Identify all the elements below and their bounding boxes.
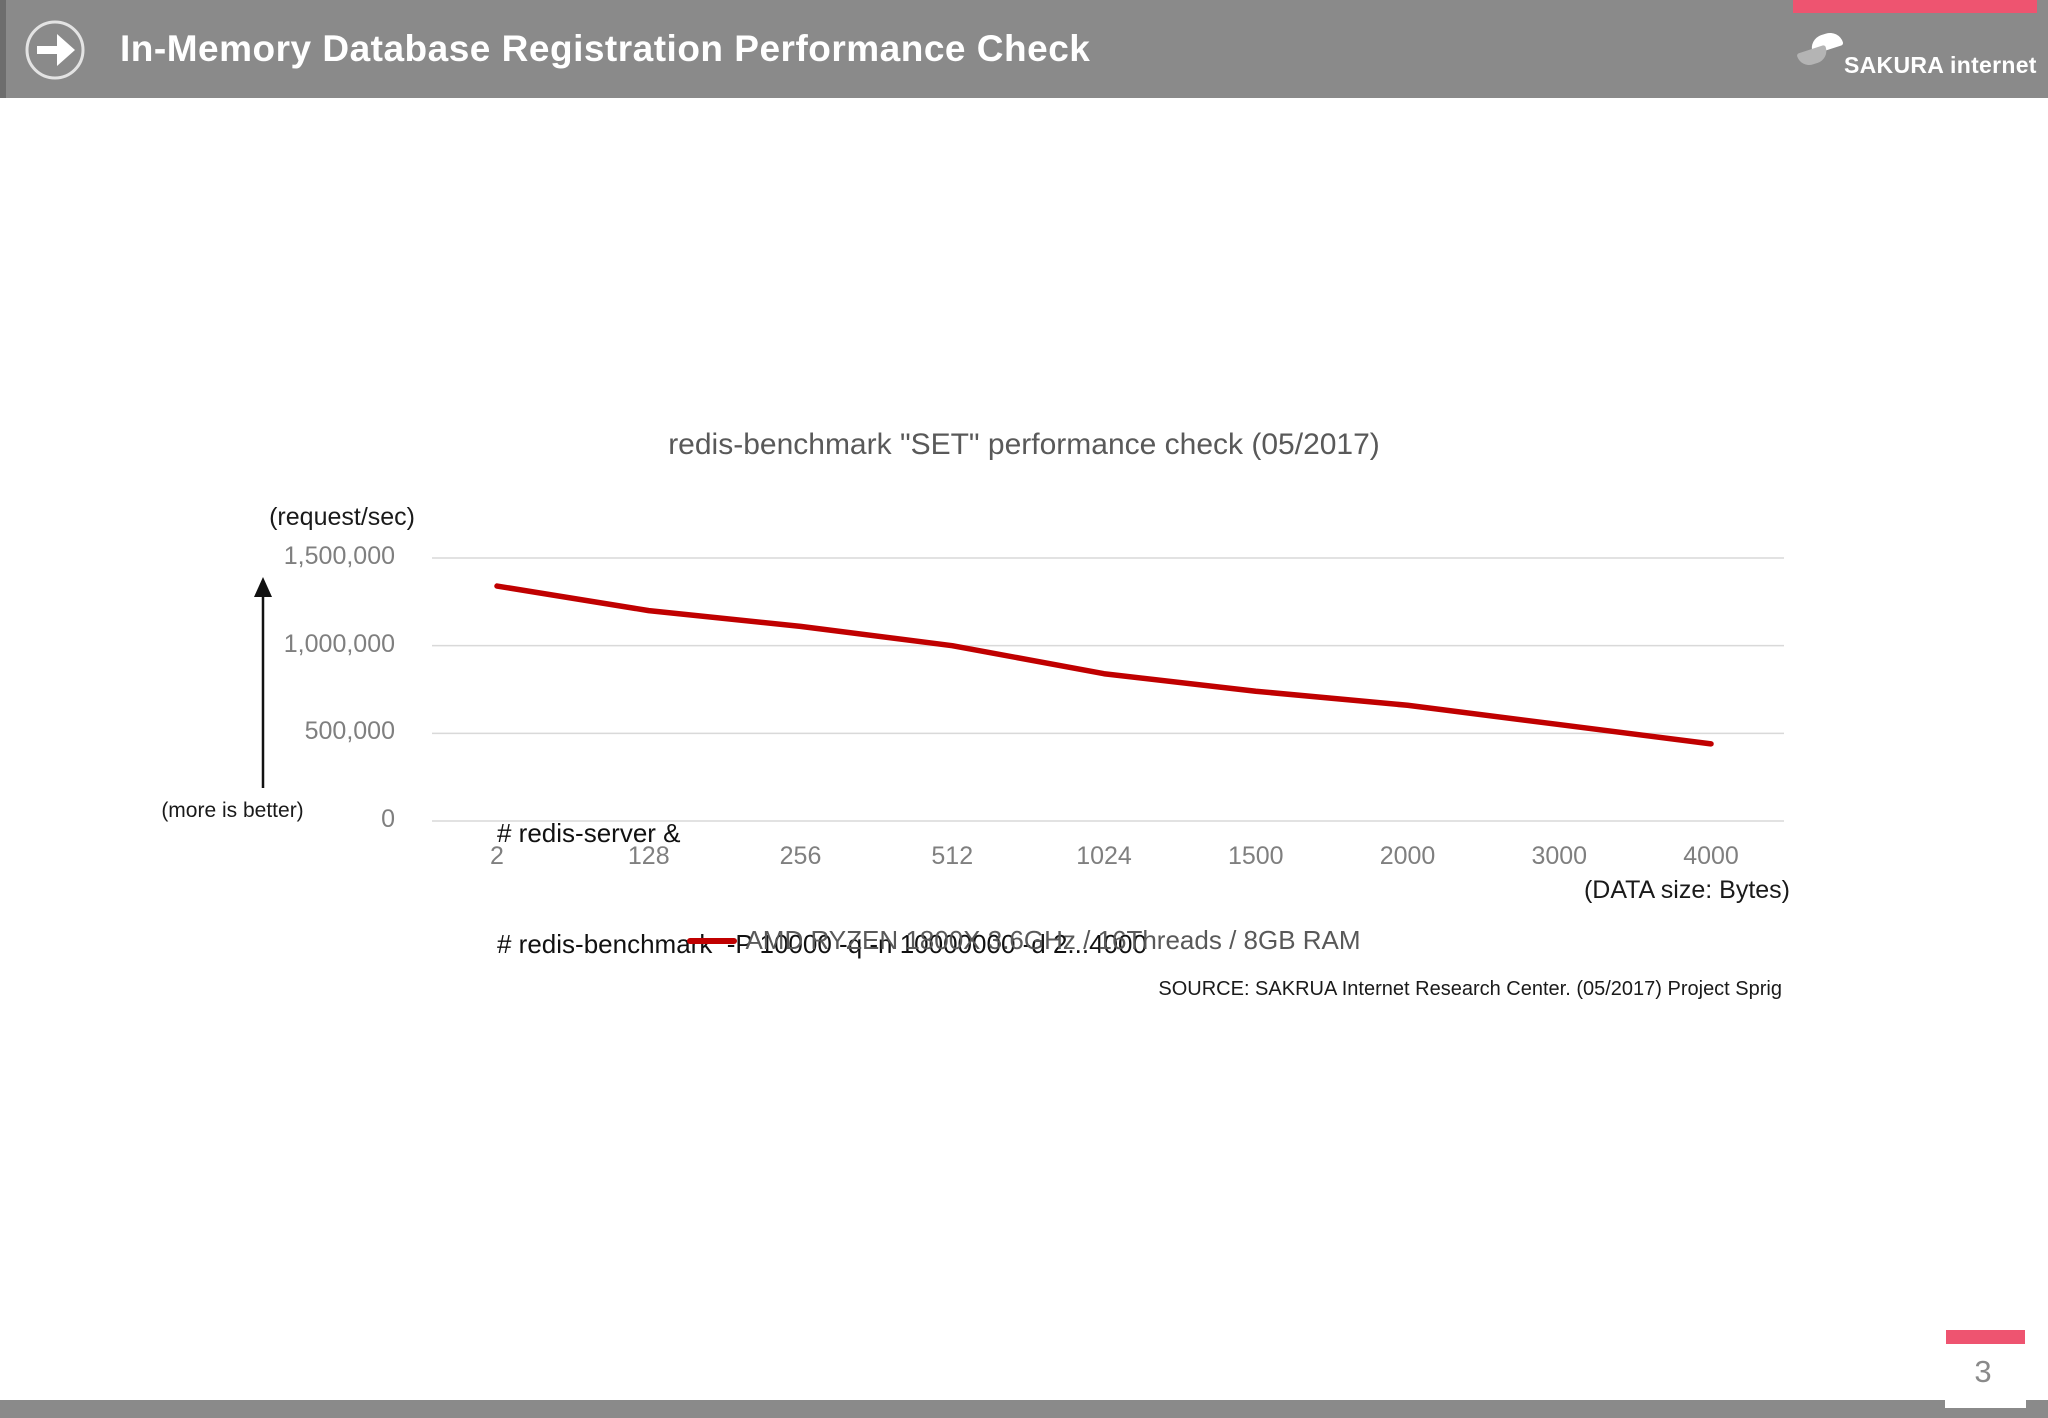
- source-citation: SOURCE: SAKRUA Internet Research Center.…: [1158, 978, 1782, 1000]
- y-tick-label: 500,000: [304, 717, 395, 746]
- benchmark-command-annotation: # redis-server & # redis-benchmark -P 10…: [497, 741, 1147, 1037]
- y-tick-label: 0: [381, 805, 395, 833]
- x-axis-label: (DATA size: Bytes): [1583, 876, 1790, 904]
- footer-notch: [1945, 1400, 2026, 1408]
- chart-title: redis-benchmark "SET" performance check …: [668, 428, 1380, 461]
- y-tick-label: 1,000,000: [283, 629, 395, 658]
- footer-bar: [0, 1400, 2048, 1418]
- header-bar: In-Memory Database Registration Performa…: [0, 0, 2048, 98]
- logo-text: SAKURA internet: [1844, 52, 2037, 78]
- page-number: 3: [1974, 1354, 1992, 1389]
- legend-line-swatch: [687, 937, 738, 944]
- y-axis-label: (request/sec): [269, 503, 415, 531]
- x-tick-label: 1500: [1227, 842, 1284, 870]
- accent-bar-bottom: [1946, 1330, 2025, 1344]
- x-tick-label: 2000: [1379, 842, 1436, 870]
- sakura-internet-logo: SAKURA internet: [1796, 29, 2036, 80]
- legend-label: AMD RYZEN 1800X 3.6GHz / 16Threads / 8GB…: [745, 925, 1361, 955]
- x-tick-label: 128: [627, 842, 670, 870]
- page-title: In-Memory Database Registration Performa…: [120, 28, 1091, 69]
- x-tick-label: 1024: [1076, 842, 1132, 870]
- accent-bar-top: [1793, 0, 2037, 13]
- x-tick-label: 4000: [1683, 842, 1739, 870]
- y-tick-label: 1,500,000: [283, 542, 395, 570]
- more-is-better-arrow: [254, 577, 272, 788]
- x-tick-label: 256: [779, 842, 822, 870]
- annotation-line-1: # redis-server &: [497, 818, 681, 848]
- right-arrow-circle-icon: [25, 20, 85, 80]
- x-tick-label: 3000: [1531, 842, 1588, 870]
- annotation-line-2: # redis-benchmark -P 10000 -q -n 1000000…: [497, 929, 1147, 959]
- x-tick-label: 512: [931, 842, 974, 870]
- more-is-better-note: (more is better): [161, 799, 304, 822]
- chart-legend: AMD RYZEN 1800X 3.6GHz / 16Threads / 8GB…: [0, 925, 2048, 956]
- series-line: [494, 583, 1714, 747]
- x-tick-label: 2: [490, 842, 504, 870]
- header-left-edge: [0, 0, 6, 98]
